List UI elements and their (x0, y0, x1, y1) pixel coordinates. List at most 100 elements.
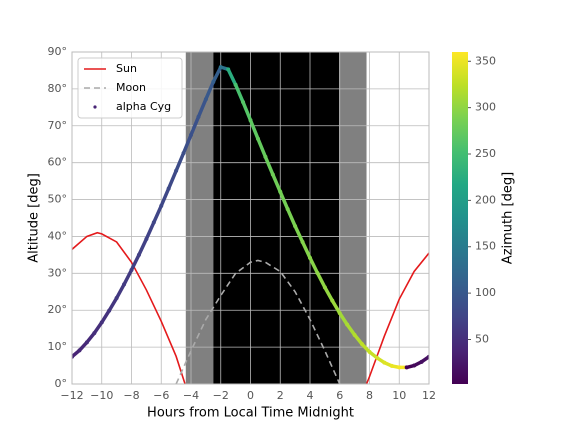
track-segment (196, 97, 208, 119)
star-point (174, 168, 179, 173)
x-tick-label: −4 (183, 389, 199, 402)
colorbar-tick-label: 100 (475, 286, 496, 299)
track-segment (315, 271, 327, 290)
star-point (397, 365, 402, 370)
track-segment (241, 100, 253, 122)
star-point (285, 207, 290, 212)
track-segment (256, 136, 268, 159)
plot-frame (71, 51, 430, 385)
x-tick-label: −2 (213, 389, 229, 402)
track-segment (122, 268, 134, 287)
star-point (293, 224, 298, 229)
star-point (300, 239, 305, 244)
track-segment (159, 186, 171, 208)
star-point (322, 285, 327, 290)
star-point (166, 186, 171, 191)
track-segment (107, 296, 119, 313)
twilight-band (339, 52, 367, 384)
star-point (211, 79, 216, 84)
track-segment (181, 133, 193, 155)
star-point (278, 189, 283, 194)
star-point (99, 320, 104, 325)
track-segment (152, 204, 163, 225)
colorbar-tick-label: 50 (475, 332, 489, 345)
star-point (203, 97, 208, 102)
star-point (315, 270, 320, 275)
track-segment (166, 169, 178, 191)
star-point (360, 342, 365, 347)
track-segment (211, 65, 223, 84)
star-point (382, 360, 387, 365)
track-segment (345, 322, 357, 337)
legend: Sun Moon alpha Cyg (77, 57, 183, 119)
y-tick-label: 10° (48, 340, 68, 353)
legend-label: Sun (116, 62, 137, 75)
y-tick-label: 90° (48, 45, 68, 58)
star-point (122, 282, 127, 287)
y-tick-label: 40° (48, 229, 68, 242)
track-segment (323, 285, 335, 303)
shading-layer (185, 52, 367, 384)
track-segment (338, 311, 349, 327)
colorbar-label: Azimuth [deg] (501, 172, 516, 264)
star-point (367, 349, 372, 354)
track-segment (233, 83, 245, 104)
marks-layer (72, 65, 429, 384)
y-tick-label: 80° (48, 82, 68, 95)
star-point (136, 252, 141, 257)
track-segment (285, 207, 297, 228)
x-tick-label: 0 (247, 389, 254, 402)
track-segment (330, 298, 342, 315)
track-segment (271, 172, 282, 194)
track-segment (137, 237, 149, 257)
twilight-band (185, 52, 214, 384)
colorbar (452, 52, 468, 384)
axes-layer: −12 −10 −8 −6 −4 −2 0 2 4 6 8 10 12 0° 10° 20° 30° 40° 50°… (48, 45, 497, 402)
star-point (196, 114, 201, 119)
star-point (129, 268, 134, 273)
star-point (151, 220, 156, 225)
star-point (308, 255, 312, 260)
x-tick-label: 6 (336, 389, 343, 402)
track-segment (263, 155, 275, 177)
track-segment (204, 80, 216, 101)
star-point (263, 154, 268, 159)
track-segment (293, 224, 305, 244)
track-segment (100, 308, 111, 325)
x-tick-label: −12 (60, 389, 83, 402)
star-point (77, 348, 82, 353)
track-segment (174, 151, 186, 173)
star-point (144, 237, 149, 242)
star-point (248, 118, 253, 123)
series-line (175, 259, 341, 384)
star-point (241, 100, 246, 105)
track-segment (144, 220, 156, 241)
x-tick-label: 12 (422, 389, 436, 402)
x-tick-label: −8 (123, 389, 139, 402)
colorbar-tick-label: 300 (475, 101, 496, 114)
legend-label: alpha Cyg (116, 100, 171, 113)
colorbar-tick-label: 350 (475, 54, 496, 67)
track-segment (248, 118, 260, 141)
colorbar-tick-label: 250 (475, 147, 496, 160)
y-tick-label: 50° (48, 193, 68, 206)
track-segment (114, 282, 126, 300)
star-point (84, 340, 89, 345)
legend-swatch (93, 105, 97, 109)
y-tick-label: 30° (48, 266, 68, 279)
track-segment (226, 67, 238, 87)
star-point (374, 355, 379, 360)
star-point (345, 322, 350, 327)
star-point (92, 331, 97, 336)
y-tick-label: 60° (48, 156, 68, 169)
y-axis-label: Altitude [deg] (27, 173, 42, 263)
star-point (189, 133, 193, 137)
series-line (72, 231, 429, 384)
star-point (181, 151, 186, 156)
x-axis-label: Hours from Local Time Midnight (147, 406, 354, 421)
y-tick-label: 0° (55, 377, 68, 390)
star-point (352, 332, 357, 337)
x-tick-label: 10 (392, 389, 406, 402)
star-point (270, 172, 275, 177)
